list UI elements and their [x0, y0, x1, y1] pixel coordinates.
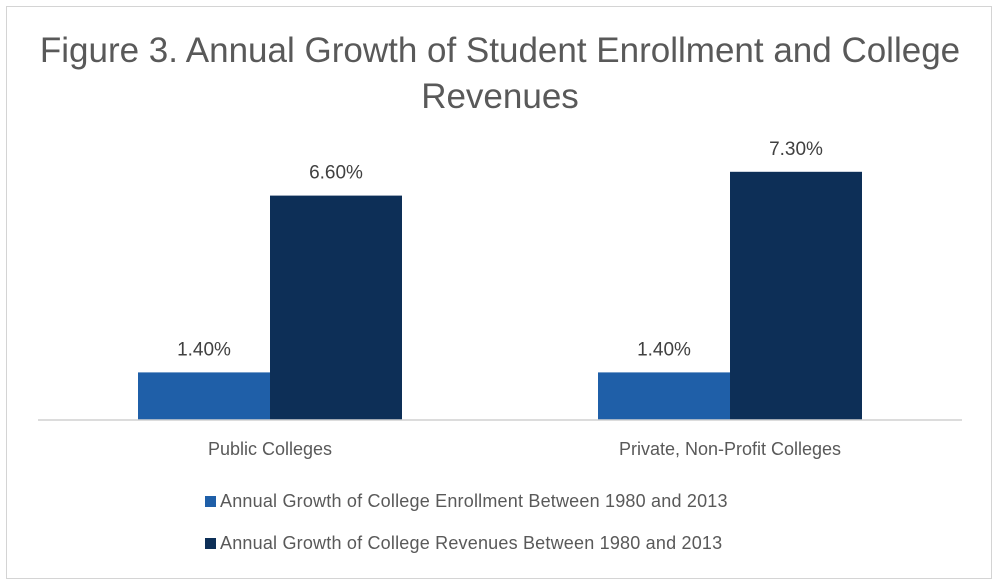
data-label-series0-cat0: 1.40% [177, 339, 231, 360]
category-labels-group: Public Colleges Private, Non-Profit Colle… [208, 439, 841, 459]
bar-series0-cat0 [138, 372, 270, 420]
legend: Annual Growth of College Enrollment Betw… [205, 488, 728, 572]
category-label-0: Public Colleges [208, 439, 332, 459]
legend-item-revenues: Annual Growth of College Revenues Betwee… [205, 530, 728, 556]
bar-series0-cat1 [598, 372, 730, 420]
data-label-series1-cat1: 7.30% [769, 139, 823, 160]
bars-group [138, 171, 862, 420]
bar-series1-cat0 [270, 195, 402, 420]
legend-swatch-enrollment [205, 495, 216, 507]
chart-title: Figure 3. Annual Growth of Student Enrol… [39, 31, 961, 116]
category-label-1: Private, Non-Profit Colleges [619, 439, 841, 459]
legend-item-enrollment: Annual Growth of College Enrollment Betw… [205, 488, 728, 514]
value-labels-group: 1.40% 1.40% 6.60% 7.30% [177, 139, 823, 361]
data-label-series0-cat1: 1.40% [637, 339, 691, 360]
data-label-series1-cat0: 6.60% [309, 163, 363, 184]
legend-label-enrollment: Annual Growth of College Enrollment Betw… [220, 490, 728, 511]
legend-swatch-revenues [205, 537, 216, 549]
bar-series1-cat1 [730, 171, 862, 420]
legend-label-revenues: Annual Growth of College Revenues Betwee… [220, 532, 723, 553]
